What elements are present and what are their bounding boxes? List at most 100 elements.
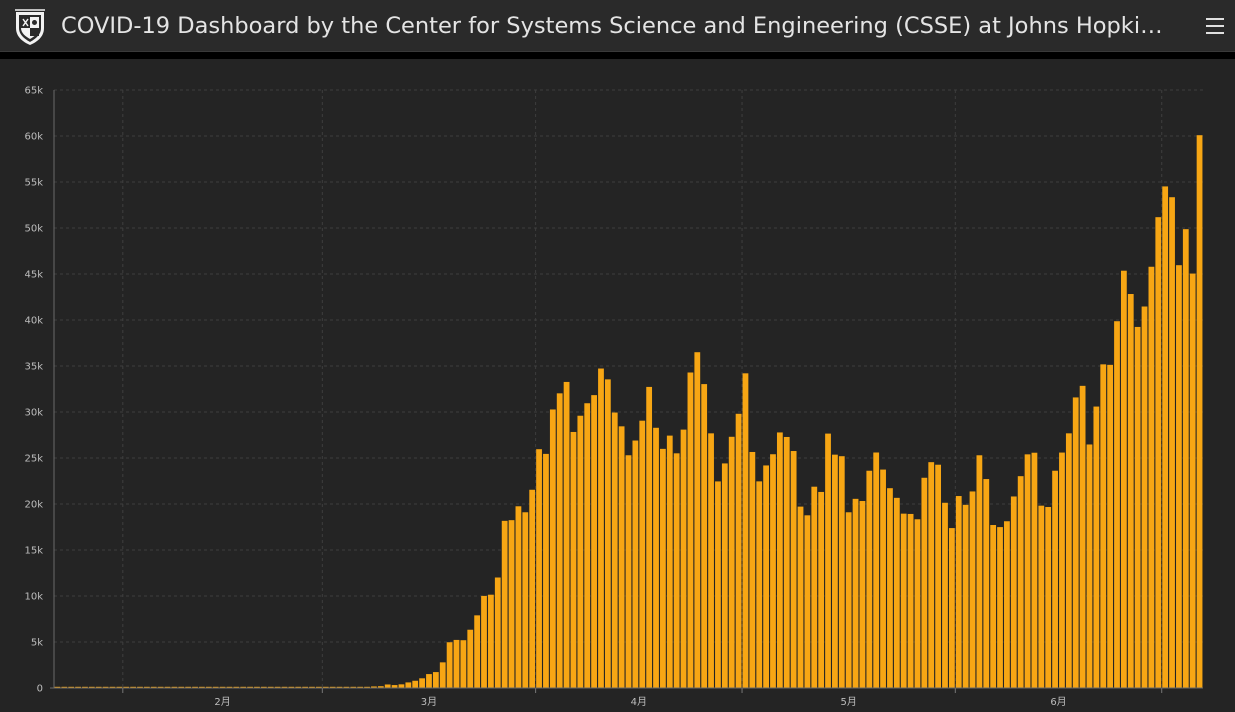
- bar[interactable]: [687, 372, 694, 689]
- bar[interactable]: [1072, 397, 1079, 688]
- bar[interactable]: [1114, 321, 1120, 688]
- bar[interactable]: [508, 520, 515, 688]
- bar[interactable]: [591, 395, 597, 688]
- bar[interactable]: [529, 489, 536, 688]
- bar[interactable]: [880, 469, 886, 688]
- bar[interactable]: [412, 680, 419, 688]
- bar[interactable]: [109, 686, 116, 688]
- bar[interactable]: [742, 373, 749, 688]
- bar[interactable]: [873, 452, 880, 689]
- bar[interactable]: [1107, 364, 1114, 688]
- bar[interactable]: [123, 686, 130, 688]
- bar[interactable]: [1079, 385, 1086, 688]
- bar[interactable]: [1189, 273, 1196, 688]
- bar[interactable]: [329, 686, 336, 688]
- bar[interactable]: [715, 481, 721, 688]
- bar[interactable]: [357, 686, 364, 688]
- bar[interactable]: [95, 686, 102, 688]
- bar[interactable]: [343, 686, 350, 688]
- bar[interactable]: [825, 433, 831, 688]
- bar[interactable]: [928, 462, 935, 688]
- bar[interactable]: [171, 686, 178, 688]
- bar[interactable]: [515, 506, 522, 688]
- bar[interactable]: [1148, 266, 1155, 688]
- bar[interactable]: [150, 686, 157, 688]
- bar[interactable]: [137, 686, 143, 688]
- bar[interactable]: [907, 513, 914, 688]
- bar[interactable]: [501, 520, 508, 688]
- bar[interactable]: [178, 686, 185, 688]
- bar[interactable]: [721, 463, 728, 688]
- bar[interactable]: [185, 686, 192, 688]
- bar[interactable]: [88, 686, 95, 688]
- bar[interactable]: [694, 352, 701, 688]
- bar[interactable]: [522, 512, 529, 688]
- bar[interactable]: [804, 515, 811, 688]
- bar[interactable]: [1093, 406, 1100, 688]
- bar[interactable]: [1169, 197, 1175, 688]
- bar[interactable]: [336, 686, 343, 688]
- bar[interactable]: [453, 639, 460, 688]
- bar[interactable]: [598, 368, 604, 688]
- bar[interactable]: [260, 686, 267, 688]
- bar[interactable]: [756, 481, 763, 688]
- bar[interactable]: [1141, 306, 1148, 688]
- bar[interactable]: [536, 449, 542, 688]
- bar[interactable]: [701, 384, 708, 688]
- bar[interactable]: [735, 413, 742, 688]
- bar[interactable]: [446, 642, 453, 688]
- bar[interactable]: [625, 455, 632, 688]
- bar[interactable]: [432, 672, 439, 688]
- bar[interactable]: [75, 686, 81, 688]
- bar[interactable]: [164, 686, 171, 688]
- bar[interactable]: [1127, 294, 1134, 688]
- bar[interactable]: [371, 686, 377, 688]
- bar[interactable]: [1045, 507, 1052, 688]
- bar[interactable]: [749, 451, 756, 688]
- bar[interactable]: [646, 386, 653, 688]
- bar[interactable]: [570, 431, 577, 688]
- bar[interactable]: [1196, 135, 1203, 688]
- bar[interactable]: [212, 686, 219, 688]
- bar[interactable]: [914, 519, 921, 688]
- bar[interactable]: [460, 640, 467, 688]
- bar[interactable]: [82, 686, 88, 688]
- bar[interactable]: [1004, 521, 1010, 688]
- bar[interactable]: [776, 432, 783, 688]
- bar[interactable]: [611, 412, 618, 688]
- bar[interactable]: [494, 577, 501, 688]
- bar[interactable]: [797, 506, 804, 688]
- bar[interactable]: [274, 686, 281, 688]
- bar[interactable]: [309, 686, 315, 688]
- bar[interactable]: [322, 686, 329, 688]
- bar[interactable]: [632, 440, 639, 688]
- bar[interactable]: [1052, 470, 1058, 688]
- bar[interactable]: [1182, 229, 1189, 688]
- bar[interactable]: [281, 686, 288, 688]
- hamburger-menu-icon[interactable]: [1201, 12, 1229, 40]
- bar[interactable]: [488, 594, 494, 688]
- bar[interactable]: [921, 477, 928, 688]
- bar[interactable]: [205, 686, 212, 688]
- bar[interactable]: [192, 686, 198, 688]
- bar[interactable]: [838, 456, 845, 688]
- bar[interactable]: [770, 454, 776, 688]
- bar[interactable]: [549, 409, 556, 688]
- bar[interactable]: [969, 491, 976, 688]
- bar[interactable]: [467, 629, 474, 688]
- bar[interactable]: [866, 470, 873, 688]
- bar[interactable]: [942, 502, 948, 688]
- bar[interactable]: [1162, 186, 1169, 689]
- bar[interactable]: [130, 686, 137, 688]
- bar[interactable]: [935, 464, 941, 688]
- bar[interactable]: [233, 686, 240, 688]
- bar[interactable]: [556, 393, 563, 688]
- bar[interactable]: [577, 415, 584, 688]
- bar[interactable]: [143, 686, 150, 688]
- bar[interactable]: [563, 381, 570, 688]
- bar[interactable]: [1120, 270, 1127, 688]
- bar[interactable]: [1100, 364, 1107, 688]
- bar[interactable]: [1010, 496, 1017, 688]
- bar[interactable]: [247, 686, 253, 688]
- bar[interactable]: [893, 497, 900, 688]
